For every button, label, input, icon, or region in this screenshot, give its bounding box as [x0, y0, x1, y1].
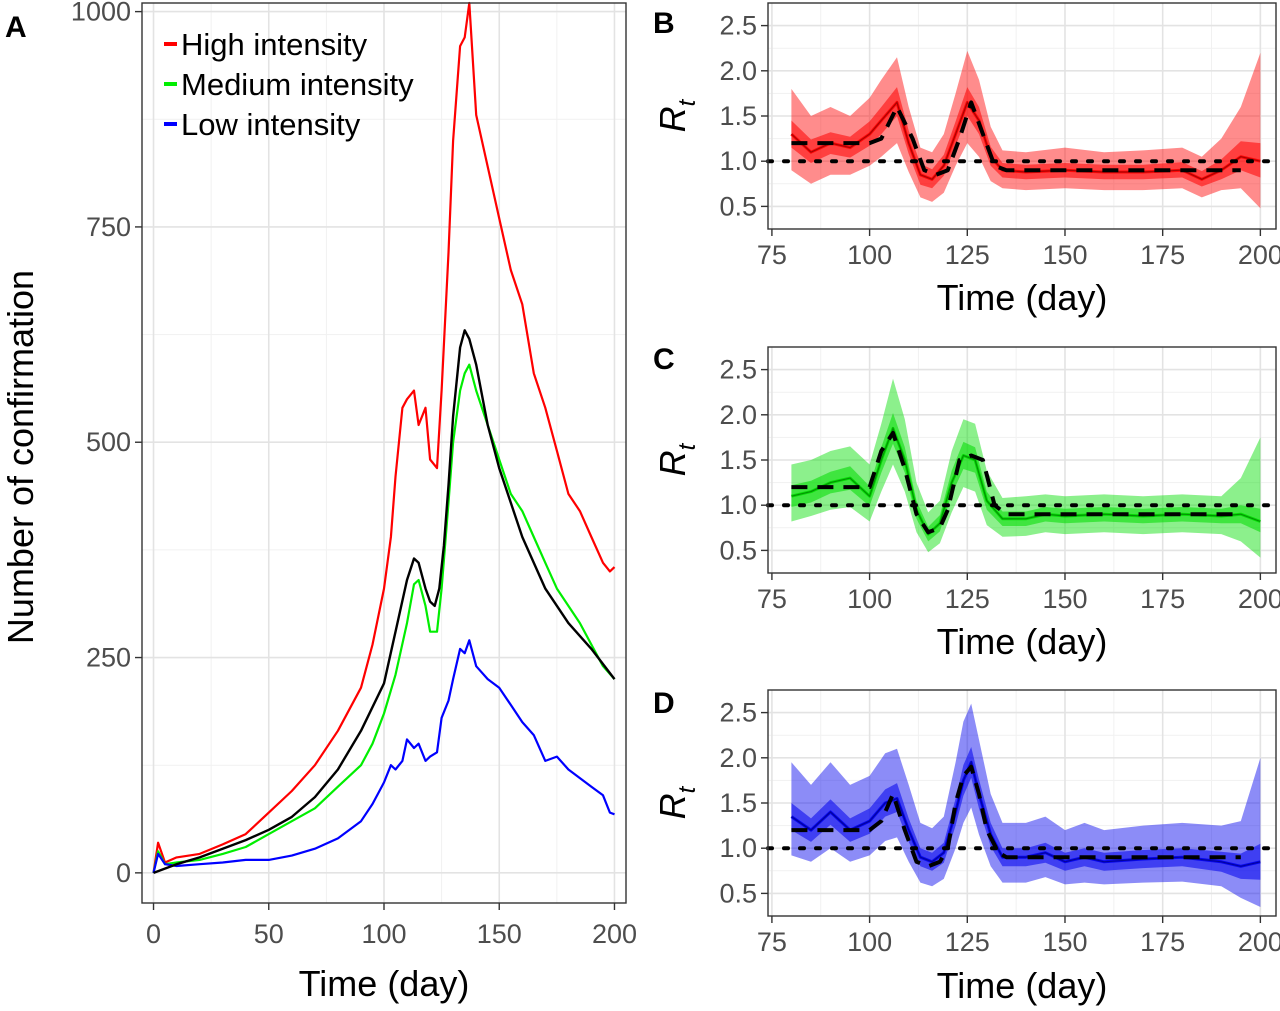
panel-d-y-tick-label: 2.0 [719, 743, 757, 773]
panel-c-letter: C [653, 343, 675, 376]
panel-b-x-axis-title: Time (day) [937, 277, 1108, 318]
panel-a-grid [142, 3, 626, 903]
panel-d-x-tick-label: 150 [1042, 927, 1087, 957]
panel-c-x-axis-title: Time (day) [937, 621, 1108, 662]
panel-a-x-tick-label: 150 [477, 919, 522, 949]
panel-c-y-tick-label: 2.5 [719, 355, 757, 385]
panel-c-x-tick-label: 200 [1238, 584, 1280, 614]
panel-c-y-axis-title: Rt [652, 442, 701, 476]
panel-b-ticks: 75 100 125 150 175 200 0.5 1.0 1.5 2.0 2.5 [719, 11, 1280, 270]
panel-a-series-low-intensity [152, 639, 615, 874]
panel-b-y-axis-title-base: R [652, 106, 693, 132]
panel-b-y-tick-label: 1.5 [719, 101, 757, 131]
panel-a-fitted-curve [153, 329, 616, 875]
panel-c-x-tick-label: 125 [945, 584, 990, 614]
panel-a-letter: A [5, 11, 27, 44]
panel-b-50-interval-band [791, 87, 1261, 189]
panel-a-y-tick-label: 500 [86, 427, 131, 457]
panel-c-series [766, 378, 1278, 558]
panel-d-y-tick-label: 2.5 [719, 698, 757, 728]
panel-c-y-tick-label: 1.5 [719, 445, 757, 475]
panel-d-50-interval-band [791, 747, 1261, 880]
panel-c-95-interval-band [791, 378, 1261, 558]
panel-a-x-tick-label: 0 [146, 919, 161, 949]
panel-d-x-tick-label: 200 [1238, 927, 1280, 957]
panel-d-y-tick-label: 0.5 [719, 878, 757, 908]
panel-c-ticks: 75 100 125 150 175 200 0.5 1.0 1.5 2.0 2.5 [719, 355, 1280, 614]
panel-c-y-tick-label: 2.0 [719, 400, 757, 430]
panel-a-x-tick-label: 50 [254, 919, 284, 949]
panel-a-y-tick-label: 250 [86, 643, 131, 673]
panel-a-y-tick-label: 1000 [71, 0, 131, 27]
panel-d-true-rt-dashed-line [791, 764, 1241, 869]
panel-d-x-tick-label: 75 [757, 927, 787, 957]
panel-d-ticks: 75 100 125 150 175 200 0.5 1.0 1.5 2.0 2.5 [719, 698, 1280, 957]
panel-d-x-tick-label: 125 [945, 927, 990, 957]
panel-b-x-tick-label: 125 [945, 240, 990, 270]
panel-a-legend-label: Medium intensity [181, 67, 414, 102]
panel-b-x-tick-label: 175 [1140, 240, 1185, 270]
panel-b-y-axis-title-sub: t [674, 98, 701, 106]
panel-a-series-medium-intensity [152, 363, 616, 874]
panel-a-legend-label: Low intensity [181, 107, 361, 142]
panel-c-x-tick-label: 150 [1042, 584, 1087, 614]
panel-b-x-tick-label: 75 [757, 240, 787, 270]
panel-c-y-axis-title-sub: t [674, 442, 701, 450]
panel-a-y-axis-title: Number of confirmation [0, 270, 41, 644]
panel-c-y-tick-label: 0.5 [719, 535, 757, 565]
panel-c-50-interval-band [791, 413, 1261, 542]
panel-a-chart: A 0 50 100 150 200 0 250 500 750 1000 High intens… [0, 0, 637, 1004]
panel-a-x-axis-title: Time (day) [299, 963, 470, 1004]
panel-b-x-tick-label: 150 [1042, 240, 1087, 270]
panel-d-y-axis-title: Rt [652, 785, 701, 819]
panel-b-y-axis-title: Rt [652, 98, 701, 132]
panel-d-series [766, 703, 1278, 907]
panel-d-chart: D 75 100 125 150 175 200 0.5 1.0 1.5 2.0 2.5 Time … [652, 687, 1280, 1006]
panel-d-x-tick-label: 100 [847, 927, 892, 957]
panel-b-series [766, 50, 1278, 209]
panel-b-chart: B 75 100 125 150 175 200 0.5 1.0 1.5 2.0 2.5 Time … [652, 2, 1280, 318]
panel-a-y-tick-label: 750 [86, 212, 131, 242]
panel-a-x-tick-label: 200 [592, 919, 637, 949]
panel-c-y-axis-title-base: R [652, 450, 693, 476]
panel-a-ticks: 0 50 100 150 200 0 250 500 750 1000 [71, 0, 637, 949]
panel-b-y-tick-label: 1.0 [719, 146, 757, 176]
panel-d-x-tick-label: 175 [1140, 927, 1185, 957]
panel-b-grid [768, 3, 1276, 229]
panel-b-x-tick-label: 100 [847, 240, 892, 270]
panel-b-y-tick-label: 0.5 [719, 191, 757, 221]
panel-c-x-tick-label: 100 [847, 584, 892, 614]
panel-b-y-tick-label: 2.5 [719, 11, 757, 41]
panel-a-y-tick-label: 0 [116, 858, 131, 888]
panel-d-y-tick-label: 1.0 [719, 833, 757, 863]
panel-c-x-tick-label: 75 [757, 584, 787, 614]
panel-b-letter: B [653, 7, 675, 40]
panel-c-true-rt-dashed-line [791, 430, 1241, 535]
panel-d-y-axis-title-base: R [652, 793, 693, 819]
panel-a-series [152, 1, 616, 875]
panel-d-grid [768, 690, 1276, 916]
panel-a-legend: High intensity Medium intensity Low intens… [164, 27, 414, 142]
panel-a-x-tick-label: 100 [361, 919, 406, 949]
panel-c-y-tick-label: 1.0 [719, 490, 757, 520]
panel-c-chart: C 75 100 125 150 175 200 0.5 1.0 1.5 2.0 2.5 Time … [652, 343, 1280, 662]
panel-d-x-axis-title: Time (day) [937, 965, 1108, 1006]
panel-d-letter: D [653, 687, 675, 720]
panel-d-y-tick-label: 1.5 [719, 788, 757, 818]
panel-c-x-tick-label: 175 [1140, 584, 1185, 614]
panel-b-true-rt-dashed-line [791, 100, 1241, 177]
panel-b-y-tick-label: 2.0 [719, 56, 757, 86]
panel-b-x-tick-label: 200 [1238, 240, 1280, 270]
panel-a-legend-label: High intensity [181, 27, 368, 62]
panel-d-estimate-mean-line [790, 760, 1261, 868]
panel-d-estimate-mean-shade [791, 760, 1261, 867]
panel-a-series-high-intensity [152, 1, 616, 874]
panel-d-y-axis-title-sub: t [674, 785, 701, 793]
panel-d-95-interval-band [791, 703, 1261, 907]
